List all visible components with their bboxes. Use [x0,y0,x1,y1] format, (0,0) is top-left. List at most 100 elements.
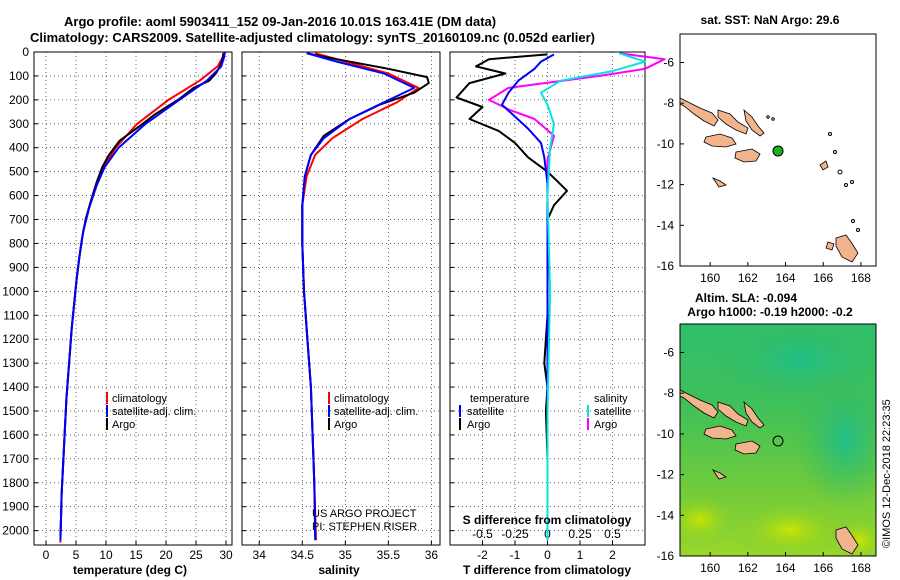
figure-title-line1: Argo profile: aoml 5903411_152 09-Jan-20… [64,14,496,29]
map-y-tick-label: -10 [657,427,675,441]
salinity-xlabel: salinity [318,563,360,577]
depth-tick-label: 800 [9,236,29,250]
depth-tick-label: 1700 [2,452,29,466]
temp-legend-climatology: climatology [112,393,168,405]
temperature-panel: 0 5 10 15 20 25 30 [43,51,233,562]
temperature-xlabel: temperature (deg C) [73,563,187,577]
bottom-map-argo-marker [772,435,784,447]
depth-tick-label: 600 [9,189,29,203]
top-map: 160 162 164 166 168 -6 -8 -10 -12 -14 -16 [657,33,877,285]
temperature-legend: climatology satellite-adj. clim. Argo [106,392,196,431]
depth-axis-ticks: 0 100 200 300 400 500 600 700 800 900 1000 1100 1200… [2,45,645,538]
salinity-x-tick-label: 35 [339,548,353,562]
map-x-tick-label: 166 [813,561,833,575]
depth-tick-label: 1300 [2,356,29,370]
map-x-tick-label: 162 [738,561,758,575]
diff-legend-sal-argo: Argo [594,419,617,431]
top-map-islets [766,115,860,232]
top-map-argo-marker [772,145,784,157]
sal-legend-climatology: climatology [334,393,390,405]
credit-project: US ARGO PROJECT [312,508,417,520]
map-x-tick-label: 162 [738,271,758,285]
difference-legend: temperature satellite Argo salinity sate… [459,393,631,431]
depth-tick-label: 200 [9,93,29,107]
salinity-argo-line [301,52,430,536]
map-y-tick-label: -12 [657,178,675,192]
diff-legend-sal-satellite: satellite [594,406,631,418]
depth-tick-label: 1200 [2,332,29,346]
map-y-tick-label: -8 [663,96,674,110]
map-y-tick-label: -10 [657,137,675,151]
sal-legend-argo: Argo [334,419,357,431]
depth-tick-label: 500 [9,165,29,179]
sal-legend-satellite: satellite-adj. clim. [334,406,418,418]
salinity-satellite-line [301,52,416,541]
difference-t-tick-label: 2 [609,548,616,562]
top-map-land [679,97,859,263]
depth-tick-label: 100 [9,69,29,83]
depth-tick-label: 900 [9,260,29,274]
difference-top-label: S difference from climatology [463,513,632,527]
depth-tick-label: 1000 [2,284,29,298]
temperature-argo-line [59,53,225,536]
bottom-map: 160 162 164 166 168 -6 -8 -10 -12 -14 -16 [657,323,877,575]
depth-tick-label: 1900 [2,500,29,514]
difference-xlabel: T difference from climatology [463,563,631,577]
diff-sal-satellite-line [540,52,646,541]
map-y-tick-label: -16 [657,259,675,273]
diff-legend-sal-title: salinity [594,393,628,405]
difference-t-tick-label: -2 [477,548,488,562]
bottom-map-land [679,389,859,555]
temperature-x-tick-label: 0 [43,548,50,562]
depth-tick-label: 0 [22,45,29,59]
depth-tick-label: 2000 [2,524,29,538]
map-y-tick-label: -12 [657,468,675,482]
map-y-tick-label: -6 [663,345,674,359]
depth-tick-label: 400 [9,141,29,155]
temperature-x-tick-label: 5 [73,548,80,562]
temperature-x-tick-label: 15 [129,548,143,562]
map-x-tick-label: 168 [851,271,871,285]
diff-temp-satellite-line [501,53,555,541]
map-y-tick-label: -16 [657,549,675,563]
map-y-tick-label: -14 [657,508,675,522]
depth-tick-label: 1600 [2,428,29,442]
depth-tick-label: 700 [9,213,29,227]
temp-legend-argo: Argo [112,419,135,431]
map-y-tick-label: -8 [663,386,674,400]
difference-t-tick-label: 0 [544,548,551,562]
difference-s-tick-label: -0.5 [472,527,493,541]
map-x-tick-label: 164 [776,271,796,285]
difference-s-tick-label: -0.25 [501,527,529,541]
difference-panel: -2 -1 0 1 2-0.5 -0.25 0 0.25 0.5 [455,52,666,562]
temperature-x-tick-label: 25 [189,548,203,562]
map-x-tick-label: 166 [813,271,833,285]
diff-legend-temp-satellite: satellite [467,406,504,418]
depth-tick-label: 1500 [2,404,29,418]
depth-tick-label: 300 [9,117,29,131]
difference-t-tick-label: -1 [510,548,521,562]
map-x-tick-label: 160 [700,271,720,285]
map-y-tick-label: -14 [657,218,675,232]
bottom-map-title1: Altim. SLA: -0.094 [695,291,797,305]
figure-title-line2: Climatology: CARS2009. Satellite-adjuste… [30,30,595,45]
salinity-x-tick-label: 34 [253,548,267,562]
map-y-tick-label: -6 [663,55,674,69]
temperature-satellite-line [59,51,226,541]
depth-tick-label: 1800 [2,476,29,490]
difference-t-tick-label: 1 [577,548,584,562]
diff-sal-argo-line [488,52,666,536]
temperature-x-tick-label: 30 [219,548,233,562]
temp-legend-satellite: satellite-adj. clim. [112,406,196,418]
depth-tick-label: 1100 [3,308,29,322]
map-x-tick-label: 164 [776,561,796,575]
salinity-legend: climatology satellite-adj. clim. Argo US… [312,392,418,533]
temperature-x-tick-label: 20 [159,548,173,562]
bottom-map-title2: Argo h1000: -0.19 h2000: -0.2 [687,305,853,319]
panel-frame-0 [33,51,233,546]
difference-s-tick-label: 0.5 [604,527,621,541]
difference-s-tick-label: 0.25 [568,527,592,541]
salinity-climatology-line [301,52,420,541]
depth-tick-label: 1400 [2,380,29,394]
